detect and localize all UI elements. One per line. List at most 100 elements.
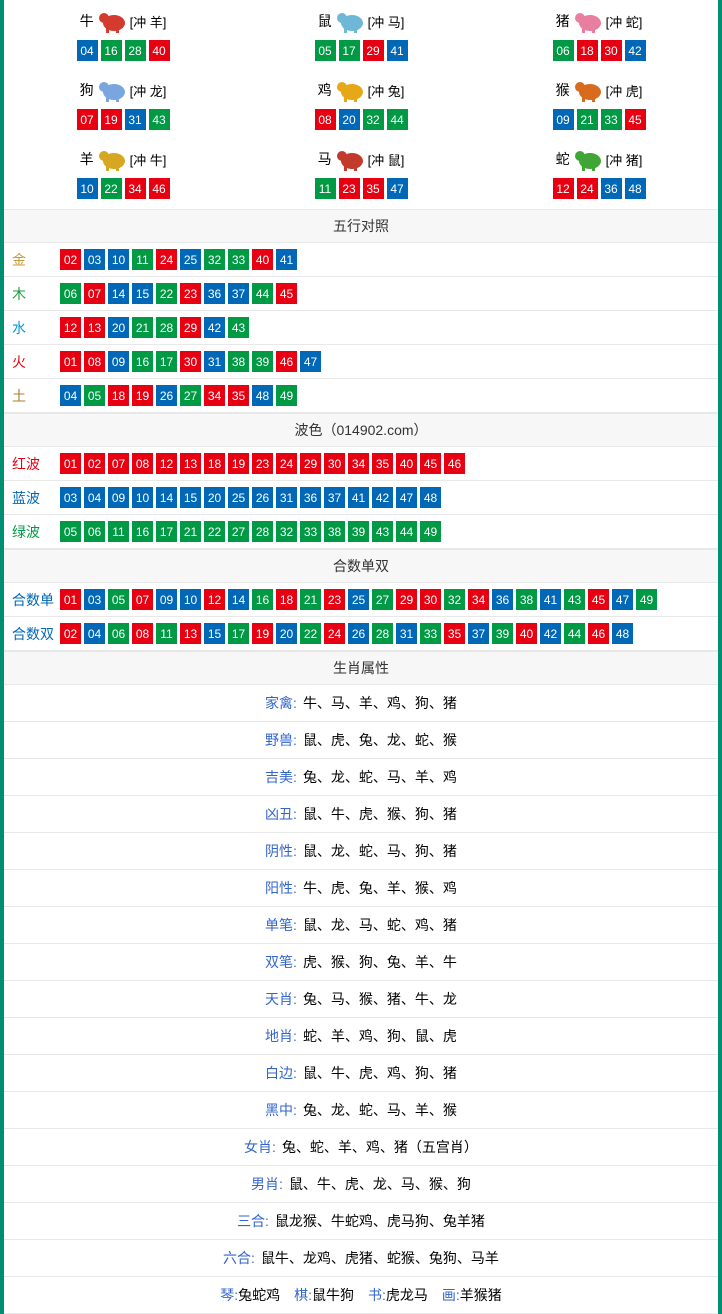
number-ball: 40 <box>396 453 417 474</box>
attr-row-bottom: 琴:兔蛇鸡 棋:鼠牛狗 书:虎龙马 画:羊猴猪 <box>4 1277 718 1314</box>
number-ball: 05 <box>315 40 336 61</box>
number-ball: 49 <box>636 589 657 610</box>
number-ball: 04 <box>84 623 105 644</box>
number-ball: 35 <box>444 623 465 644</box>
number-ball: 22 <box>204 521 225 542</box>
number-ball: 36 <box>492 589 513 610</box>
number-ball: 29 <box>180 317 201 338</box>
wuxing-table: 金02031011242532334041木060714152223363744… <box>4 243 718 413</box>
kv-balls: 05061116172122272832333839434449 <box>60 521 441 542</box>
number-ball: 37 <box>228 283 249 304</box>
number-ball: 28 <box>156 317 177 338</box>
number-ball: 24 <box>324 623 345 644</box>
number-ball: 48 <box>420 487 441 508</box>
number-ball: 26 <box>348 623 369 644</box>
number-ball: 39 <box>348 521 369 542</box>
number-ball: 44 <box>564 623 585 644</box>
number-ball: 14 <box>108 283 129 304</box>
number-ball: 26 <box>252 487 273 508</box>
attr-label: 地肖: <box>265 1028 297 1044</box>
number-ball: 28 <box>252 521 273 542</box>
number-ball: 42 <box>372 487 393 508</box>
attr-row: 野兽:鼠、虎、兔、龙、蛇、猴 <box>4 722 718 759</box>
number-ball: 24 <box>577 178 598 199</box>
number-ball: 10 <box>180 589 201 610</box>
number-ball: 19 <box>132 385 153 406</box>
number-ball: 25 <box>180 249 201 270</box>
section-header-heshu: 合数单双 <box>4 549 718 583</box>
number-ball: 35 <box>228 385 249 406</box>
number-ball: 14 <box>156 487 177 508</box>
attr-row: 家禽:牛、马、羊、鸡、狗、猪 <box>4 685 718 722</box>
number-ball: 16 <box>132 521 153 542</box>
number-ball: 17 <box>156 521 177 542</box>
ball-row: 09213345 <box>553 109 646 130</box>
number-ball: 22 <box>101 178 122 199</box>
number-ball: 29 <box>396 589 417 610</box>
number-ball: 21 <box>300 589 321 610</box>
zodiac-clash: [冲 兔] <box>368 81 405 100</box>
number-ball: 12 <box>156 453 177 474</box>
number-ball: 23 <box>180 283 201 304</box>
number-ball: 40 <box>516 623 537 644</box>
number-ball: 29 <box>363 40 384 61</box>
attr-text: 牛、马、羊、鸡、狗、猪 <box>303 695 457 711</box>
zodiac-cell: 猪[冲 蛇]06183042 <box>480 6 718 61</box>
number-ball: 11 <box>156 623 177 644</box>
zodiac-animal-icon <box>334 146 366 172</box>
number-ball: 12 <box>553 178 574 199</box>
ball-row: 11233547 <box>315 178 408 199</box>
number-ball: 14 <box>228 589 249 610</box>
number-ball: 31 <box>204 351 225 372</box>
kv-row: 蓝波03040910141520252631363741424748 <box>4 481 718 515</box>
zodiac-name: 鸡 <box>318 80 332 100</box>
number-ball: 40 <box>252 249 273 270</box>
number-ball: 09 <box>553 109 574 130</box>
number-ball: 18 <box>204 453 225 474</box>
kv-label: 合数双 <box>12 624 60 644</box>
number-ball: 10 <box>108 249 129 270</box>
number-ball: 25 <box>228 487 249 508</box>
number-ball: 07 <box>84 283 105 304</box>
attr-text: 虎龙马 <box>386 1287 428 1303</box>
number-ball: 34 <box>125 178 146 199</box>
number-ball: 44 <box>387 109 408 130</box>
number-ball: 44 <box>396 521 417 542</box>
attr-label: 阳性: <box>265 880 297 896</box>
number-ball: 10 <box>77 178 98 199</box>
kv-row: 红波0102070812131819232429303435404546 <box>4 447 718 481</box>
number-ball: 41 <box>540 589 561 610</box>
kv-row: 合数双0204060811131517192022242628313335373… <box>4 617 718 651</box>
kv-balls: 06071415222336374445 <box>60 283 297 304</box>
number-ball: 13 <box>180 623 201 644</box>
number-ball: 46 <box>276 351 297 372</box>
number-ball: 32 <box>276 521 297 542</box>
number-ball: 09 <box>156 589 177 610</box>
number-ball: 43 <box>372 521 393 542</box>
number-ball: 34 <box>468 589 489 610</box>
number-ball: 12 <box>204 589 225 610</box>
zodiac-grid: 牛[冲 羊]04162840鼠[冲 马]05172941猪[冲 蛇]061830… <box>4 0 718 209</box>
number-ball: 07 <box>77 109 98 130</box>
attr-text: 鼠、虎、兔、龙、蛇、猴 <box>303 732 457 748</box>
number-ball: 11 <box>108 521 129 542</box>
number-ball: 42 <box>625 40 646 61</box>
kv-row: 绿波05061116172122272832333839434449 <box>4 515 718 549</box>
section-header-wuxing: 五行对照 <box>4 209 718 243</box>
attr-text: 鼠、龙、马、蛇、鸡、猪 <box>303 917 457 933</box>
number-ball: 30 <box>601 40 622 61</box>
number-ball: 48 <box>612 623 633 644</box>
number-ball: 47 <box>387 178 408 199</box>
attr-text: 鼠、牛、虎、猴、狗、猪 <box>303 806 457 822</box>
zodiac-animal-icon <box>572 8 604 34</box>
number-ball: 48 <box>252 385 273 406</box>
zodiac-cell: 狗[冲 龙]07193143 <box>4 75 242 130</box>
number-ball: 30 <box>180 351 201 372</box>
number-ball: 43 <box>228 317 249 338</box>
attr-label: 男肖: <box>251 1176 283 1192</box>
number-ball: 39 <box>492 623 513 644</box>
zodiac-animal-icon <box>96 146 128 172</box>
number-ball: 36 <box>300 487 321 508</box>
number-ball: 06 <box>553 40 574 61</box>
attr-row: 单笔:鼠、龙、马、蛇、鸡、猪 <box>4 907 718 944</box>
